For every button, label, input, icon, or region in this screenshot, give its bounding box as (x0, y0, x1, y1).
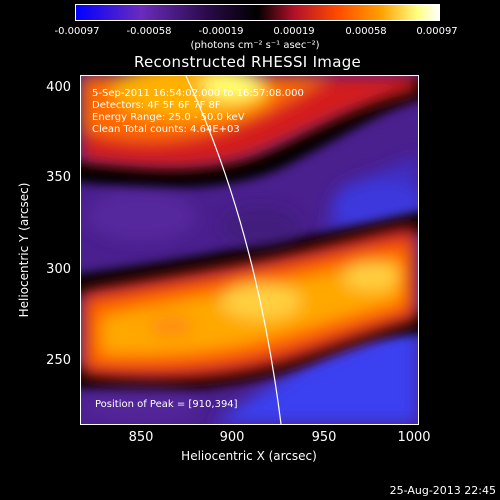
y-axis-label: Heliocentric Y (arcsec) (17, 182, 31, 318)
clean-counts-label: Clean Total counts: 4.64E+03 (92, 124, 240, 135)
x-tick-label: 900 (219, 430, 245, 445)
y-tick-label: 400 (46, 80, 71, 95)
detectors-label: Detectors: 4F 5F 6F 7F 8F (92, 100, 221, 111)
plot-title: Reconstructed RHESSI Image (133, 53, 362, 71)
x-tick-label: 950 (311, 430, 337, 445)
colorbar-tick: 0.00058 (345, 26, 387, 37)
colorbar-units: (photons cm⁻² s⁻¹ asec⁻²) (190, 40, 320, 51)
time-range-label: 5-Sep-2011 16:54:02.000 to 16:57:08.000 (92, 88, 304, 99)
energy-range-label: Energy Range: 25.0 - 50.0 keV (92, 112, 245, 123)
y-tick-label: 350 (46, 170, 71, 185)
rhessi-heatmap (81, 76, 418, 424)
colorbar-tick: -0.00097 (54, 26, 100, 37)
colorbar-tick: -0.00058 (126, 26, 172, 37)
rhessi-image: 5-Sep-2011 16:54:02.000 to 16:57:08.000 … (80, 75, 419, 425)
colorbar (75, 4, 440, 21)
y-tick-label: 250 (46, 353, 71, 368)
date-stamp: 25-Aug-2013 22:45 (389, 484, 496, 497)
colorbar-tick: 0.00097 (416, 26, 458, 37)
colorbar-tick: -0.00019 (198, 26, 244, 37)
colorbar-gradient (76, 5, 439, 20)
peak-position-label: Position of Peak = [910,394] (95, 399, 238, 410)
colorbar-tick: 0.00019 (273, 26, 315, 37)
x-axis-label: Heliocentric X (arcsec) (181, 449, 317, 463)
x-tick-label: 1000 (397, 430, 431, 445)
x-tick-label: 850 (128, 430, 154, 445)
y-tick-label: 300 (46, 262, 71, 277)
